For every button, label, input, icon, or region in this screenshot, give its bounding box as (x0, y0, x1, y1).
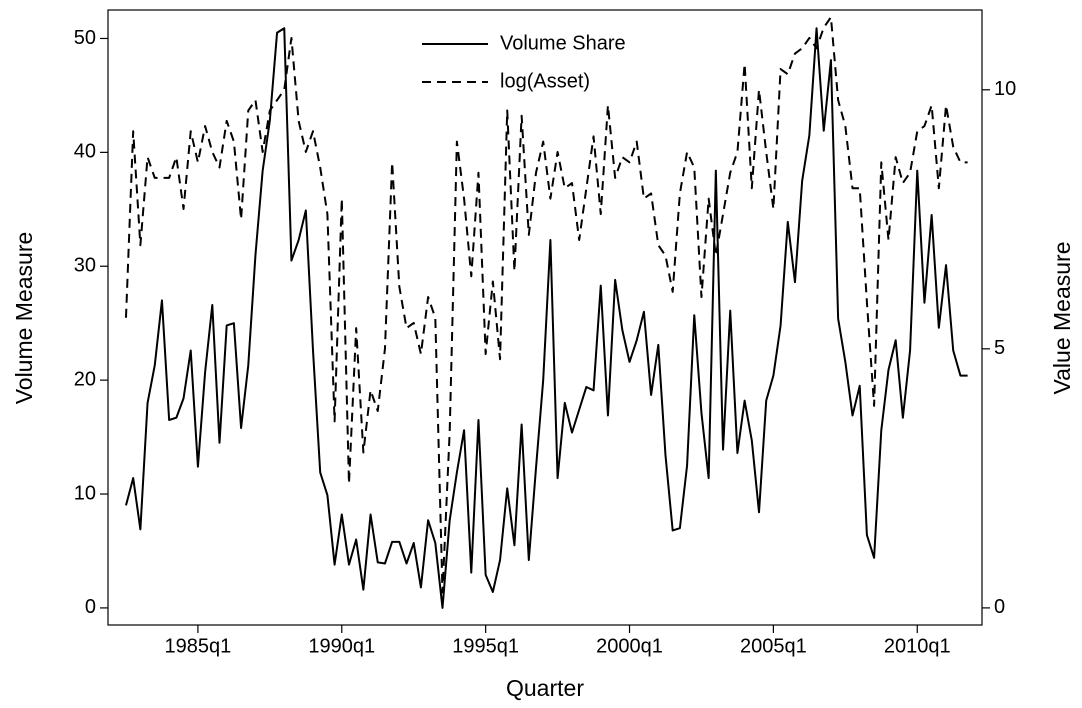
y2-axis-title: Value Measure (1049, 242, 1075, 395)
y-tick-label: 30 (74, 255, 96, 277)
y2-tick-label: 10 (994, 78, 1016, 100)
x-tick-label: 2005q1 (740, 635, 807, 657)
x-tick-label: 1990q1 (308, 635, 375, 657)
y2-tick-label: 0 (994, 596, 1005, 618)
x-tick-label: 2000q1 (596, 635, 663, 657)
legend-label: log(Asset) (500, 70, 590, 92)
legend-label: Volume Share (500, 32, 626, 54)
plot-frame (107, 9, 983, 626)
y-tick-label: 50 (74, 27, 96, 49)
x-tick-label: 2010q1 (884, 635, 951, 657)
y-tick-label: 0 (85, 596, 96, 618)
x-tick-label: 1985q1 (165, 635, 232, 657)
x-tick-label: 1995q1 (452, 635, 519, 657)
y2-tick-label: 5 (994, 337, 1005, 359)
x-axis-title: Quarter (506, 675, 584, 701)
y-axis-title: Volume Measure (11, 232, 37, 405)
data-line (125, 27, 968, 609)
y-tick-label: 40 (74, 141, 96, 163)
y-tick-label: 10 (74, 482, 96, 504)
y-tick-label: 20 (74, 368, 96, 390)
data-line (124, 16, 968, 594)
